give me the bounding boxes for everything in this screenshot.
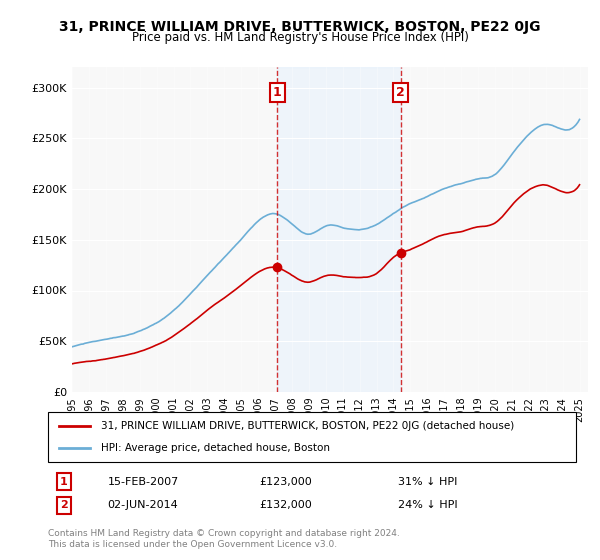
Text: 2: 2 (396, 86, 405, 99)
Text: 2: 2 (60, 501, 68, 510)
Text: 1: 1 (60, 477, 68, 487)
FancyBboxPatch shape (48, 412, 576, 462)
Text: £123,000: £123,000 (259, 477, 312, 487)
Text: 1: 1 (272, 86, 281, 99)
Text: 31, PRINCE WILLIAM DRIVE, BUTTERWICK, BOSTON, PE22 0JG (detached house): 31, PRINCE WILLIAM DRIVE, BUTTERWICK, BO… (101, 421, 514, 431)
Text: HPI: Average price, detached house, Boston: HPI: Average price, detached house, Bost… (101, 443, 330, 453)
Text: 15-FEB-2007: 15-FEB-2007 (107, 477, 179, 487)
Text: 31, PRINCE WILLIAM DRIVE, BUTTERWICK, BOSTON, PE22 0JG: 31, PRINCE WILLIAM DRIVE, BUTTERWICK, BO… (59, 20, 541, 34)
Text: 02-JUN-2014: 02-JUN-2014 (107, 501, 178, 510)
Text: Contains HM Land Registry data © Crown copyright and database right 2024.
This d: Contains HM Land Registry data © Crown c… (48, 529, 400, 549)
Bar (277, 67, 401, 392)
Text: 24% ↓ HPI: 24% ↓ HPI (398, 501, 458, 510)
Text: 31% ↓ HPI: 31% ↓ HPI (398, 477, 458, 487)
Text: £132,000: £132,000 (259, 501, 312, 510)
Text: Price paid vs. HM Land Registry's House Price Index (HPI): Price paid vs. HM Land Registry's House … (131, 31, 469, 44)
